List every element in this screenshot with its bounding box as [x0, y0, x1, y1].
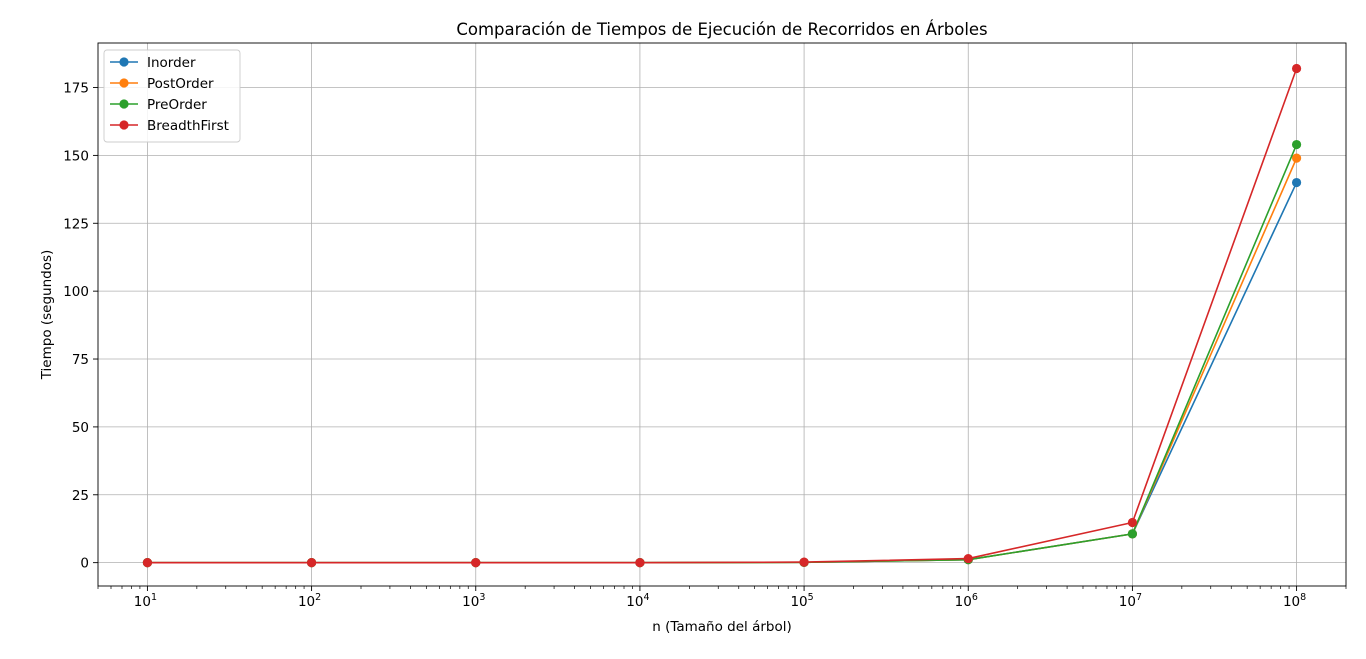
series-lines: [142, 63, 1302, 568]
x-tick-label: 108: [1283, 592, 1306, 610]
x-tick-label: 107: [1119, 592, 1142, 610]
data-point-breadthfirst: [1291, 63, 1302, 74]
x-axis-label: n (Tamaño del árbol): [652, 619, 792, 635]
data-point-breadthfirst: [142, 558, 153, 568]
x-tick-label: 103: [462, 592, 485, 610]
legend: Inorder PostOrder PreOrder BreadthFirst: [103, 49, 241, 143]
y-tick-label: 175: [63, 81, 89, 97]
x-tick-base: 10: [1283, 594, 1300, 610]
y-tick-label: 75: [72, 352, 89, 368]
axes-frame: [97, 42, 1347, 587]
x-tick-exponent: 1: [151, 592, 157, 603]
x-tick-base: 10: [626, 594, 643, 610]
x-tick-base: 10: [1119, 594, 1136, 610]
x-tick-base: 10: [298, 594, 315, 610]
x-tick-label: 106: [955, 592, 978, 610]
legend-swatch-marker-breadthfirst: [119, 120, 129, 130]
y-tick-label: 100: [63, 284, 89, 300]
series-breadthfirst: [142, 63, 1302, 568]
legend-label-inorder: Inorder: [147, 55, 196, 71]
x-tick-base: 10: [955, 594, 972, 610]
data-point-breadthfirst: [963, 553, 973, 564]
legend-swatch-marker-preorder: [119, 99, 129, 109]
x-tick-exponent: 6: [972, 592, 978, 603]
x-tick-exponent: 5: [808, 592, 814, 603]
data-point-breadthfirst: [471, 558, 481, 568]
y-tick-label: 50: [72, 420, 89, 436]
x-tick-label: 104: [626, 592, 649, 610]
x-tick-label: 101: [134, 592, 157, 610]
data-point-preorder: [1291, 139, 1302, 150]
x-tick-exponent: 3: [479, 592, 485, 603]
legend-label-postorder: PostOrder: [147, 76, 214, 92]
data-point-breadthfirst: [1127, 517, 1138, 528]
x-minor-ticks: [97, 586, 1347, 589]
x-tick-exponent: 8: [1300, 592, 1306, 603]
legend-swatch-marker-postorder: [119, 78, 129, 88]
y-tick-label: 150: [63, 148, 89, 164]
legend-swatch-marker-inorder: [119, 57, 129, 67]
x-tick-base: 10: [462, 594, 479, 610]
data-point-breadthfirst: [635, 558, 645, 568]
y-tick-label: 25: [72, 488, 89, 504]
data-point-inorder: [1291, 177, 1302, 188]
y-tick-label: 0: [80, 556, 89, 572]
x-tick-label: 102: [298, 592, 321, 610]
chart-title: Comparación de Tiempos de Ejecución de R…: [456, 20, 987, 39]
x-tick-exponent: 4: [643, 592, 649, 603]
data-point-postorder: [1291, 153, 1302, 163]
y-axis-label: Tiempo (segundos): [39, 250, 55, 381]
data-point-breadthfirst: [799, 557, 809, 567]
legend-label-breadthfirst: BreadthFirst: [147, 118, 229, 134]
x-tick-base: 10: [134, 594, 151, 610]
x-tick-label: 105: [790, 592, 813, 610]
legend-label-preorder: PreOrder: [147, 97, 207, 113]
data-point-preorder: [1127, 529, 1138, 539]
data-point-breadthfirst: [306, 558, 317, 568]
x-tick-exponent: 2: [315, 592, 321, 603]
legend-box: [103, 49, 241, 143]
y-tick-label: 125: [63, 216, 89, 232]
x-tick-exponent: 7: [1136, 592, 1142, 603]
series-line-breadthfirst: [147, 68, 1298, 564]
axis-ticks: 101 102 103 104 105 106 107 1080255075100125150…: [63, 81, 1306, 610]
x-tick-base: 10: [790, 594, 807, 610]
